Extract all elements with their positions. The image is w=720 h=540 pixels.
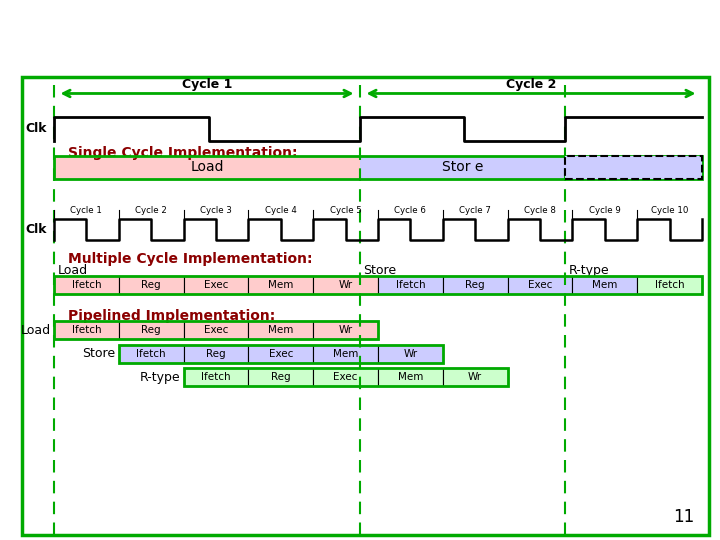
Bar [313,321,378,339]
Text: Single Cycle vs.  Multiple Cycle vs.  Pipelined: Single Cycle vs. Multiple Cycle vs. Pipe… [11,17,720,51]
Bar [54,276,119,294]
Text: Cycle 5: Cycle 5 [330,206,361,215]
Bar [313,368,378,387]
Text: Cycle 3: Cycle 3 [200,206,232,215]
Text: Mem: Mem [592,280,618,291]
Text: Load: Load [58,264,88,277]
Text: Ifetch: Ifetch [395,280,426,291]
Bar [184,368,248,387]
Text: Ifetch: Ifetch [71,325,102,335]
Text: Reg: Reg [206,349,226,359]
Text: Load: Load [20,323,50,337]
Text: Reg: Reg [141,280,161,291]
Bar [378,368,443,387]
Text: 11: 11 [673,508,695,526]
Text: Reg: Reg [141,325,161,335]
Bar [572,276,637,294]
Text: R-type: R-type [569,264,609,277]
Text: Mem: Mem [268,325,294,335]
Text: Wr: Wr [468,373,482,382]
Text: Ifetch: Ifetch [136,349,166,359]
Bar [248,345,313,363]
Text: Mem: Mem [268,280,294,291]
Text: Cycle 4: Cycle 4 [265,206,297,215]
Text: Exec: Exec [333,373,358,382]
Text: Multiple Cycle Implementation:: Multiple Cycle Implementation: [68,252,313,266]
Bar [54,156,702,179]
Text: Mem: Mem [333,349,359,359]
Bar [378,345,443,363]
Text: Wr: Wr [338,325,353,335]
Text: Ifetch: Ifetch [71,280,102,291]
Text: Cycle 2: Cycle 2 [135,206,167,215]
Bar [119,345,184,363]
Bar [184,368,508,387]
Text: Exec: Exec [204,280,228,291]
Bar [313,276,378,294]
Text: Load: Load [190,160,224,174]
Text: Ifetch: Ifetch [201,373,231,382]
Text: Exec: Exec [269,349,293,359]
Text: Cycle 1: Cycle 1 [182,78,232,91]
Bar [184,276,248,294]
Text: Wr: Wr [338,280,353,291]
Bar [54,321,378,339]
Bar [313,345,378,363]
Bar [508,276,572,294]
Text: Pipelined Implementation:: Pipelined Implementation: [68,308,276,322]
Text: R-type: R-type [140,371,180,384]
Bar [54,321,119,339]
Bar [248,368,313,387]
Text: Cycle 6: Cycle 6 [395,206,426,215]
Text: Store: Store [364,264,397,277]
Bar [637,276,702,294]
Bar [119,276,184,294]
Bar [565,156,702,179]
Bar [184,321,248,339]
Text: Single Cycle Implementation:: Single Cycle Implementation: [68,146,298,159]
Text: Mem: Mem [397,373,423,382]
Text: Cycle 1: Cycle 1 [71,206,102,215]
Text: Cycle 8: Cycle 8 [524,206,556,215]
Text: Cycle 9: Cycle 9 [589,206,621,215]
Text: Cycle 10: Cycle 10 [651,206,688,215]
Text: Reg: Reg [271,373,291,382]
Bar [119,321,184,339]
Bar [443,368,508,387]
Text: Ifetch: Ifetch [654,280,685,291]
Text: Clk: Clk [25,123,47,136]
Text: Exec: Exec [528,280,552,291]
Bar [184,345,248,363]
Text: Reg: Reg [465,280,485,291]
Bar [54,276,702,294]
Bar [378,276,443,294]
Bar [360,156,565,179]
Bar [54,156,360,179]
Bar [248,276,313,294]
Bar [119,345,443,363]
Text: Cycle 2: Cycle 2 [506,78,556,91]
Text: Clk: Clk [25,223,47,236]
Text: Wr: Wr [403,349,418,359]
Text: Cycle 7: Cycle 7 [459,206,491,215]
Text: Store: Store [82,347,115,360]
Text: Exec: Exec [204,325,228,335]
Bar [443,276,508,294]
Text: Stor e: Stor e [442,160,483,174]
Text: Waste: Waste [614,161,653,174]
Bar [248,321,313,339]
